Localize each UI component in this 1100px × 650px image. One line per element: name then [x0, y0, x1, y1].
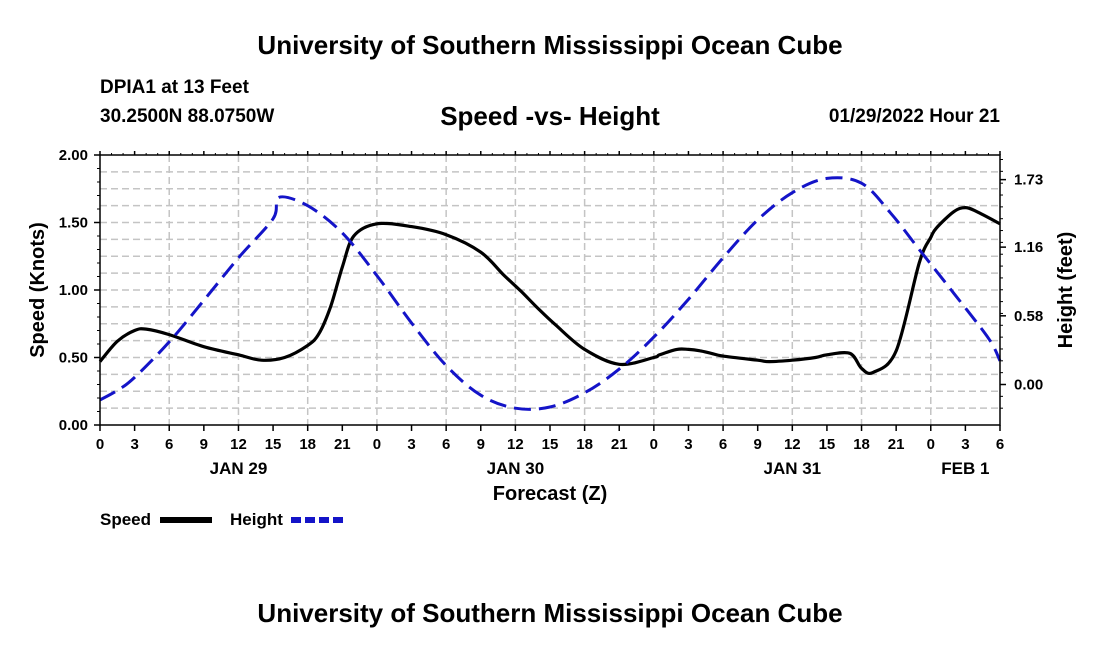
- x-tick-label: 6: [719, 436, 727, 453]
- height-series-line: [99, 176, 1002, 411]
- date-label: JAN 29: [210, 459, 268, 478]
- x-tick-label: 3: [407, 436, 415, 453]
- x-tick-label: 6: [165, 436, 173, 453]
- x-tick-label: 15: [265, 436, 282, 453]
- x-tick-label: 3: [961, 436, 969, 453]
- x-tick-label: 12: [507, 436, 524, 453]
- x-tick-label: 18: [576, 436, 593, 453]
- chart-legend: Speed Height: [100, 510, 343, 529]
- footer-title: University of Southern Mississippi Ocean…: [257, 598, 843, 628]
- x-tick-label: 0: [96, 436, 104, 453]
- y2-axis-title: Height (feet): [1055, 232, 1077, 349]
- x-tick-label: 21: [334, 436, 351, 453]
- x-tick-label: 0: [373, 436, 381, 453]
- y-axis-title: Speed (Knots): [27, 222, 49, 358]
- station-coordinates: 30.2500N 88.0750W: [100, 106, 275, 127]
- y2-tick-label: 0.00: [1014, 377, 1043, 394]
- x-tick-label: 6: [442, 436, 450, 453]
- y2-tick-label: 0.58: [1014, 308, 1043, 325]
- x-tick-label: 12: [230, 436, 247, 453]
- station-label: DPIA1 at 13 Feet: [100, 77, 249, 98]
- y2-tick-label: 1.73: [1014, 172, 1043, 189]
- main-title: University of Southern Mississippi Ocean…: [257, 30, 843, 60]
- y2-tick-label: 1.16: [1014, 239, 1043, 256]
- y-tick-label: 2.00: [59, 147, 88, 164]
- x-tick-label: 6: [996, 436, 1004, 453]
- x-tick-label: 21: [888, 436, 905, 453]
- forecast-datetime: 01/29/2022 Hour 21: [828, 106, 1000, 127]
- x-tick-label: 0: [927, 436, 935, 453]
- chart-series: [98, 176, 1002, 411]
- y-tick-label: 0.50: [59, 350, 88, 367]
- y-tick-label: 0.00: [59, 417, 88, 434]
- chart-axes: 0 3 6 9 12 15 18 21 0 3 6 9 12 15 18 21 0 3 6 9 12 15 18 21 0 3 6 J…: [27, 147, 1077, 505]
- legend-label-height: Height: [230, 510, 283, 529]
- x-tick-label: 15: [819, 436, 836, 453]
- x-tick-label: 3: [130, 436, 138, 453]
- x-tick-label: 3: [684, 436, 692, 453]
- speed-series-line: [98, 206, 1001, 376]
- chart-subtitle: Speed -vs- Height: [440, 101, 660, 131]
- x-tick-label: 9: [477, 436, 485, 453]
- x-tick-label: 18: [853, 436, 870, 453]
- x-tick-label: 15: [542, 436, 559, 453]
- chart-grid: [100, 155, 1000, 425]
- x-tick-label: 21: [611, 436, 628, 453]
- x-tick-label: 18: [299, 436, 316, 453]
- date-label: FEB 1: [941, 459, 989, 478]
- x-tick-label: 9: [754, 436, 762, 453]
- date-label: JAN 30: [487, 459, 545, 478]
- y-tick-label: 1.00: [59, 282, 88, 299]
- date-label: JAN 31: [763, 459, 821, 478]
- x-tick-label: 12: [784, 436, 801, 453]
- y-tick-label: 1.50: [59, 215, 88, 232]
- x-tick-label: 0: [650, 436, 658, 453]
- x-tick-label: 9: [200, 436, 208, 453]
- legend-label-speed: Speed: [100, 510, 151, 529]
- x-axis-title: Forecast (Z): [493, 483, 607, 505]
